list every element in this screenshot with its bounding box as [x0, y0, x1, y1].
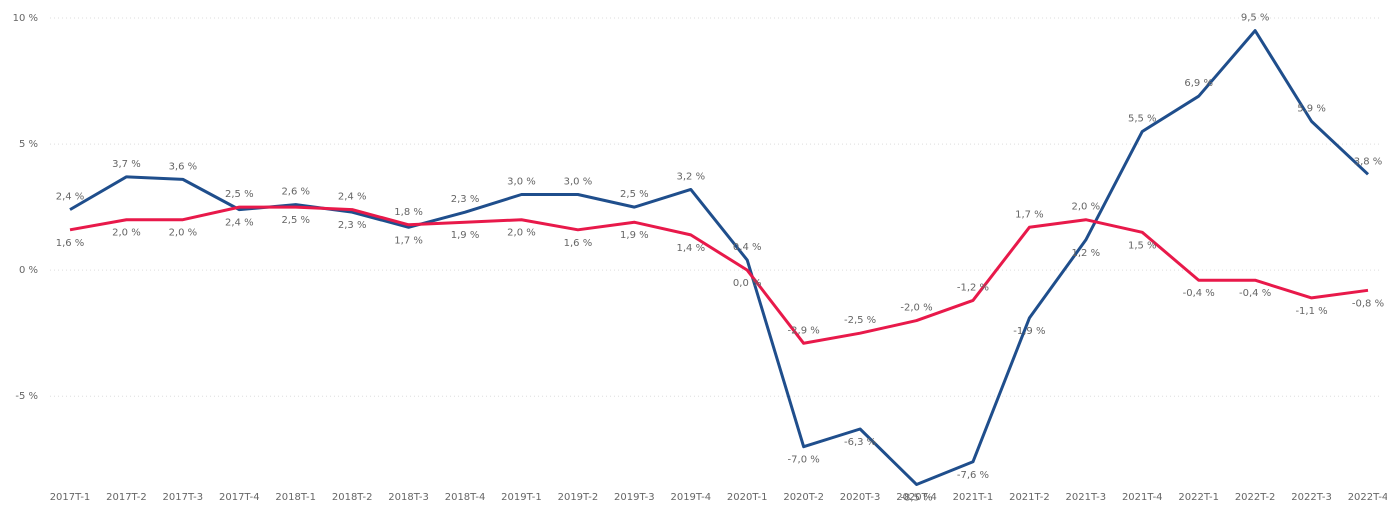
x-tick-label: 2019T-3: [614, 492, 655, 503]
data-label: -0,8 %: [1352, 298, 1384, 309]
x-tick-label: 2022T-1: [1178, 492, 1219, 503]
x-tick-label: 2018T-3: [388, 492, 429, 503]
series-line: [69, 29, 1370, 486]
data-label: 1,7 %: [394, 235, 423, 246]
x-tick-label: 2021T-2: [1009, 492, 1050, 503]
x-tick-label: 2017T-2: [106, 492, 147, 503]
data-label: 5,9 %: [1297, 103, 1326, 114]
data-label: 2,0 %: [1072, 202, 1101, 213]
data-label: 2,6 %: [281, 187, 310, 198]
data-label: -8,5 %: [900, 492, 932, 503]
data-label: 3,7 %: [112, 159, 141, 170]
data-label: 2,0 %: [169, 228, 198, 239]
data-label: 3,0 %: [507, 177, 536, 188]
data-label: 1,5 %: [1128, 240, 1157, 251]
data-label: -6,3 %: [844, 437, 876, 448]
y-tick-label: -5 %: [15, 391, 38, 402]
x-tick-label: 2020T-4: [896, 492, 937, 503]
data-label: 2,5 %: [225, 189, 254, 200]
x-tick-label: 2022T-4: [1348, 492, 1387, 503]
x-tick-label: 2021T-4: [1122, 492, 1163, 503]
data-label: 9,5 %: [1241, 13, 1270, 24]
data-label: 2,0 %: [112, 228, 141, 239]
data-label: -0,4 %: [1239, 288, 1271, 299]
data-label: 3,0 %: [564, 177, 593, 188]
data-label: -7,6 %: [957, 470, 989, 481]
data-label: 2,3 %: [338, 220, 367, 231]
data-label: 1,9 %: [620, 230, 649, 241]
data-label: -2,5 %: [844, 315, 876, 326]
data-label: 2,5 %: [281, 215, 310, 226]
x-tick-label: 2021T-3: [1066, 492, 1107, 503]
x-tick-label: 2022T-3: [1291, 492, 1332, 503]
data-label: -7,0 %: [788, 455, 820, 466]
data-label: -1,2 %: [957, 282, 989, 293]
x-tick-label: 2018T-1: [275, 492, 316, 503]
data-label: 1,8 %: [394, 207, 423, 218]
data-label: 1,2 %: [1072, 248, 1101, 259]
x-tick-label: 2022T-2: [1235, 492, 1276, 503]
y-tick-label: 10 %: [13, 13, 38, 24]
data-label: -0,4 %: [1183, 288, 1215, 299]
x-tick-label: 2020T-3: [840, 492, 881, 503]
y-tick-label: 0 %: [19, 265, 38, 276]
x-tick-label: 2019T-1: [501, 492, 542, 503]
x-tick-label: 2017T-3: [163, 492, 204, 503]
data-label: -2,9 %: [788, 325, 820, 336]
data-label: 3,2 %: [676, 171, 705, 182]
x-tick-label: 2019T-4: [670, 492, 711, 503]
data-label: 1,6 %: [56, 238, 85, 249]
x-tick-label: 2019T-2: [558, 492, 599, 503]
x-tick-label: 2018T-4: [445, 492, 486, 503]
data-label: 3,6 %: [169, 161, 198, 172]
data-label: -1,9 %: [1013, 326, 1045, 337]
x-tick-label: 2017T-4: [219, 492, 260, 503]
data-label: -1,1 %: [1295, 306, 1327, 317]
data-label: 2,3 %: [451, 194, 480, 205]
x-tick-label: 2017T-1: [50, 492, 91, 503]
data-label: 5,5 %: [1128, 113, 1157, 124]
y-tick-label: 5 %: [19, 139, 38, 150]
x-tick-label: 2020T-2: [783, 492, 824, 503]
data-label: 6,9 %: [1184, 78, 1213, 89]
data-label: -2,0 %: [900, 303, 932, 314]
data-label: 2,4 %: [56, 192, 85, 203]
data-label: 0,0 %: [733, 278, 762, 289]
data-label: 2,4 %: [225, 218, 254, 229]
series-line: [69, 205, 1369, 345]
data-label: 1,9 %: [451, 230, 480, 241]
x-tick-label: 2020T-1: [727, 492, 768, 503]
data-label: 1,6 %: [564, 238, 593, 249]
data-label: 3,8 %: [1354, 156, 1383, 167]
data-label: 1,7 %: [1015, 209, 1044, 220]
x-tick-label: 2021T-1: [953, 492, 994, 503]
x-tick-label: 2018T-2: [332, 492, 373, 503]
data-label: 2,5 %: [620, 189, 649, 200]
data-label: 0,4 %: [733, 242, 762, 253]
data-label: 2,4 %: [338, 192, 367, 203]
data-label: 1,4 %: [676, 243, 705, 254]
data-label: 2,0 %: [507, 228, 536, 239]
